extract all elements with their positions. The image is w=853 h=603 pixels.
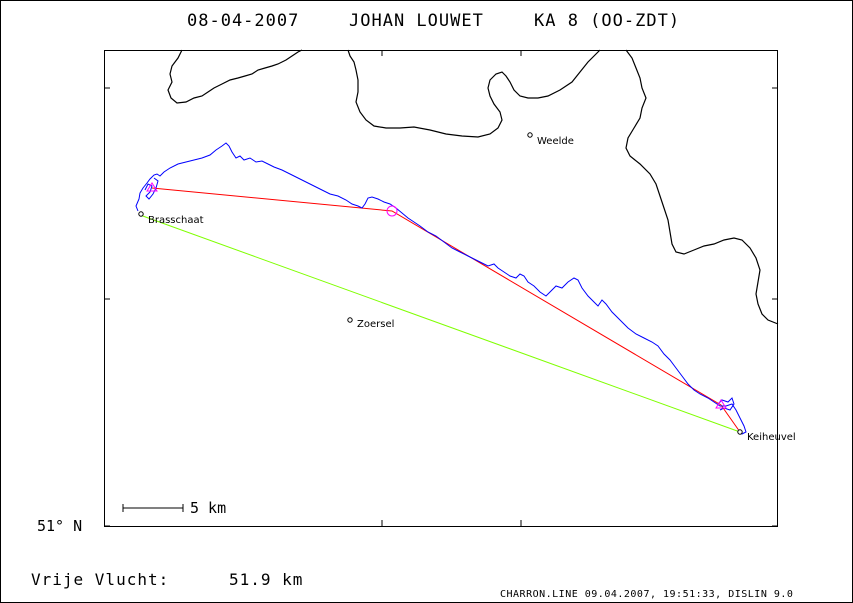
place-label: Zoersel [357,319,394,330]
credit-line: CHARRON.LINE 09.04.2007, 19:51:33, DISLI… [500,589,793,600]
place-marker [737,429,743,435]
title-pilot: JOHAN LOUWET [349,11,484,31]
finish-turnpoint-marker [715,399,727,409]
place-marker [138,211,144,217]
latitude-label: 51° N [37,517,82,535]
country-border-middle [347,49,601,138]
place-label: Keiheuvel [747,432,796,443]
axis-ticks [104,50,778,527]
scale-bar: 5 km [122,499,226,517]
free-flight-line [139,214,741,433]
flight-distance-value: 51.9 km [229,570,303,589]
title-date: 08-04-2007 [187,11,299,31]
map-border [104,50,778,527]
turnpoint-circle-marker [386,205,398,217]
place-weelde: Weelde [527,132,574,147]
place-zoersel: Zoersel [347,317,394,330]
place-marker [527,132,533,138]
place-brasschaat: Brasschaat [138,211,204,226]
flight-track-start-cluster [144,177,159,200]
place-keiheuvel: Keiheuvel [737,429,796,443]
country-border-left [167,49,303,104]
title-glider: KA 8 (OO-ZDT) [534,11,680,31]
place-marker [347,317,353,323]
map-area: Weelde Brasschaat Zoersel Keiheuvel 5 km [104,49,796,527]
flight-type-label: Vrije Vlucht: [31,570,169,589]
scale-bar-label: 5 km [190,499,226,517]
task-line [151,187,741,433]
flight-track [135,142,747,435]
country-border-right [625,49,779,325]
start-turnpoint-marker [146,182,158,192]
place-label: Brasschaat [148,215,204,226]
place-label: Weelde [537,136,574,147]
